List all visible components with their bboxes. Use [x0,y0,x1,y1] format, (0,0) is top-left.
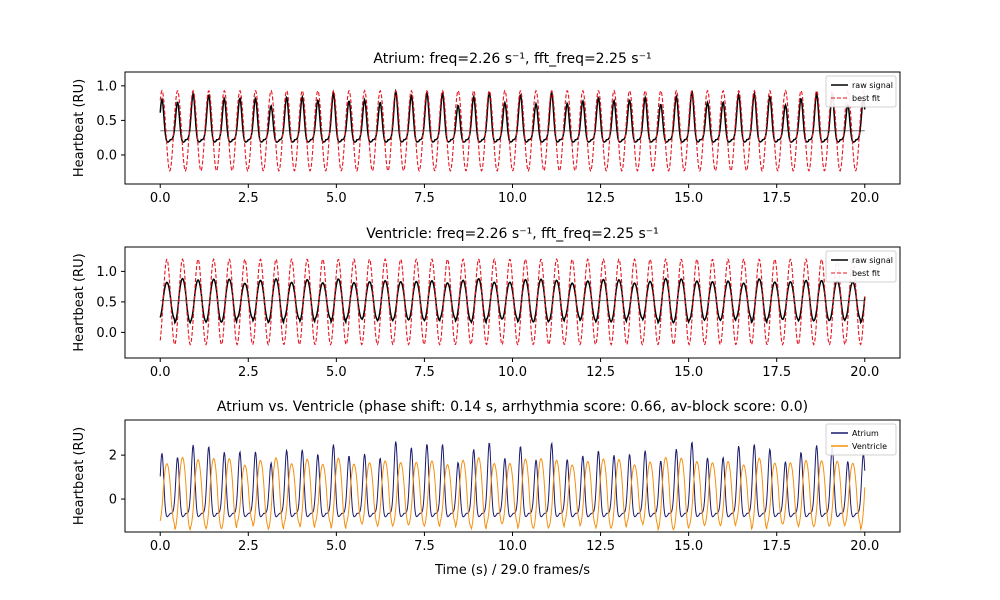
x-tick-label: 10.0 [498,539,527,554]
x-tick-label: 7.5 [414,191,435,206]
x-tick-label: 10.0 [498,365,527,380]
x-tick-label: 2.5 [238,365,259,380]
x-tick-label: 10.0 [498,191,527,206]
y-tick-label: 1.0 [96,79,117,94]
chart-title: Atrium: freq=2.26 s⁻¹, fft_freq=2.25 s⁻¹ [373,51,651,67]
series-group [159,257,866,346]
chart-title: Atrium vs. Ventricle (phase shift: 0.14 … [217,399,808,415]
x-tick-label: 0.0 [150,539,171,554]
x-tick-label: 2.5 [238,191,259,206]
legend-label: raw signal [852,81,893,90]
x-tick-label: 20.0 [850,191,879,206]
legend: raw signal best fit [825,250,897,283]
y-axis-label: Heartbeat (RU) [72,79,87,177]
x-axis-label: Time (s) / 29.0 frames/s [434,563,590,578]
x-tick-label: 20.0 [850,365,879,380]
x-tick-label: 5.0 [326,365,347,380]
x-tick-label: 20.0 [850,539,879,554]
legend-label: Ventricle [852,442,887,451]
legend-label: best fit [852,269,880,278]
x-tick-label: 12.5 [586,191,615,206]
x-tick-label: 17.5 [762,191,791,206]
legend-label: Atrium [852,429,879,438]
legend: raw signal best fit [825,75,897,108]
chart-panel-2: 0.0 2.5 5.0 7.5 10.0 12.5 15.0 17.5 20.0 0.0 0.5 1.… [72,226,901,380]
x-tick-label: 2.5 [238,539,259,554]
x-tick-label: 17.5 [762,539,791,554]
x-tick-label: 17.5 [762,365,791,380]
x-tick-label: 15.0 [674,539,703,554]
legend-label: raw signal [852,256,893,265]
series-line-atrium [159,441,866,518]
chart-panel-3: 0.0 2.5 5.0 7.5 10.0 12.5 15.0 17.5 20.0 0 2 Atrium… [72,399,901,578]
x-tick-label: 12.5 [586,365,615,380]
series-line-best-fit [159,257,866,346]
chart-title: Ventricle: freq=2.26 s⁻¹, fft_freq=2.25 … [366,226,659,242]
y-axis-label: Heartbeat (RU) [72,427,87,525]
legend-label: best fit [852,94,880,103]
y-tick-label: 0.5 [96,295,117,310]
series-group [159,88,866,173]
legend-box [825,250,897,283]
series-line-ventricle [159,456,866,532]
series-line-raw-signal [159,88,866,143]
x-tick-label: 15.0 [674,191,703,206]
series-line-best-fit [159,89,866,173]
x-tick-label: 7.5 [414,539,435,554]
y-tick-label: 0.0 [96,326,117,341]
y-tick-label: 1.0 [96,265,117,280]
axes-frame [124,71,901,185]
x-tick-label: 0.0 [150,365,171,380]
y-tick-label: 0 [109,493,117,508]
legend-box [825,75,897,108]
x-tick-label: 12.5 [586,539,615,554]
y-axis-label: Heartbeat (RU) [72,253,87,351]
chart-panel-1: 0.0 2.5 5.0 7.5 10.0 12.5 15.0 17.5 20.0 0.0 0.5 1.… [72,51,901,206]
x-tick-label: 5.0 [326,191,347,206]
x-tick-label: 5.0 [326,539,347,554]
legend-box [825,423,897,456]
y-tick-label: 0.0 [96,148,117,163]
x-tick-label: 0.0 [150,191,171,206]
x-tick-label: 15.0 [674,365,703,380]
y-tick-label: 2 [109,449,117,464]
x-tick-label: 7.5 [414,365,435,380]
legend: Atrium Ventricle [825,423,897,456]
y-tick-label: 0.5 [96,114,117,129]
series-group [159,441,866,532]
